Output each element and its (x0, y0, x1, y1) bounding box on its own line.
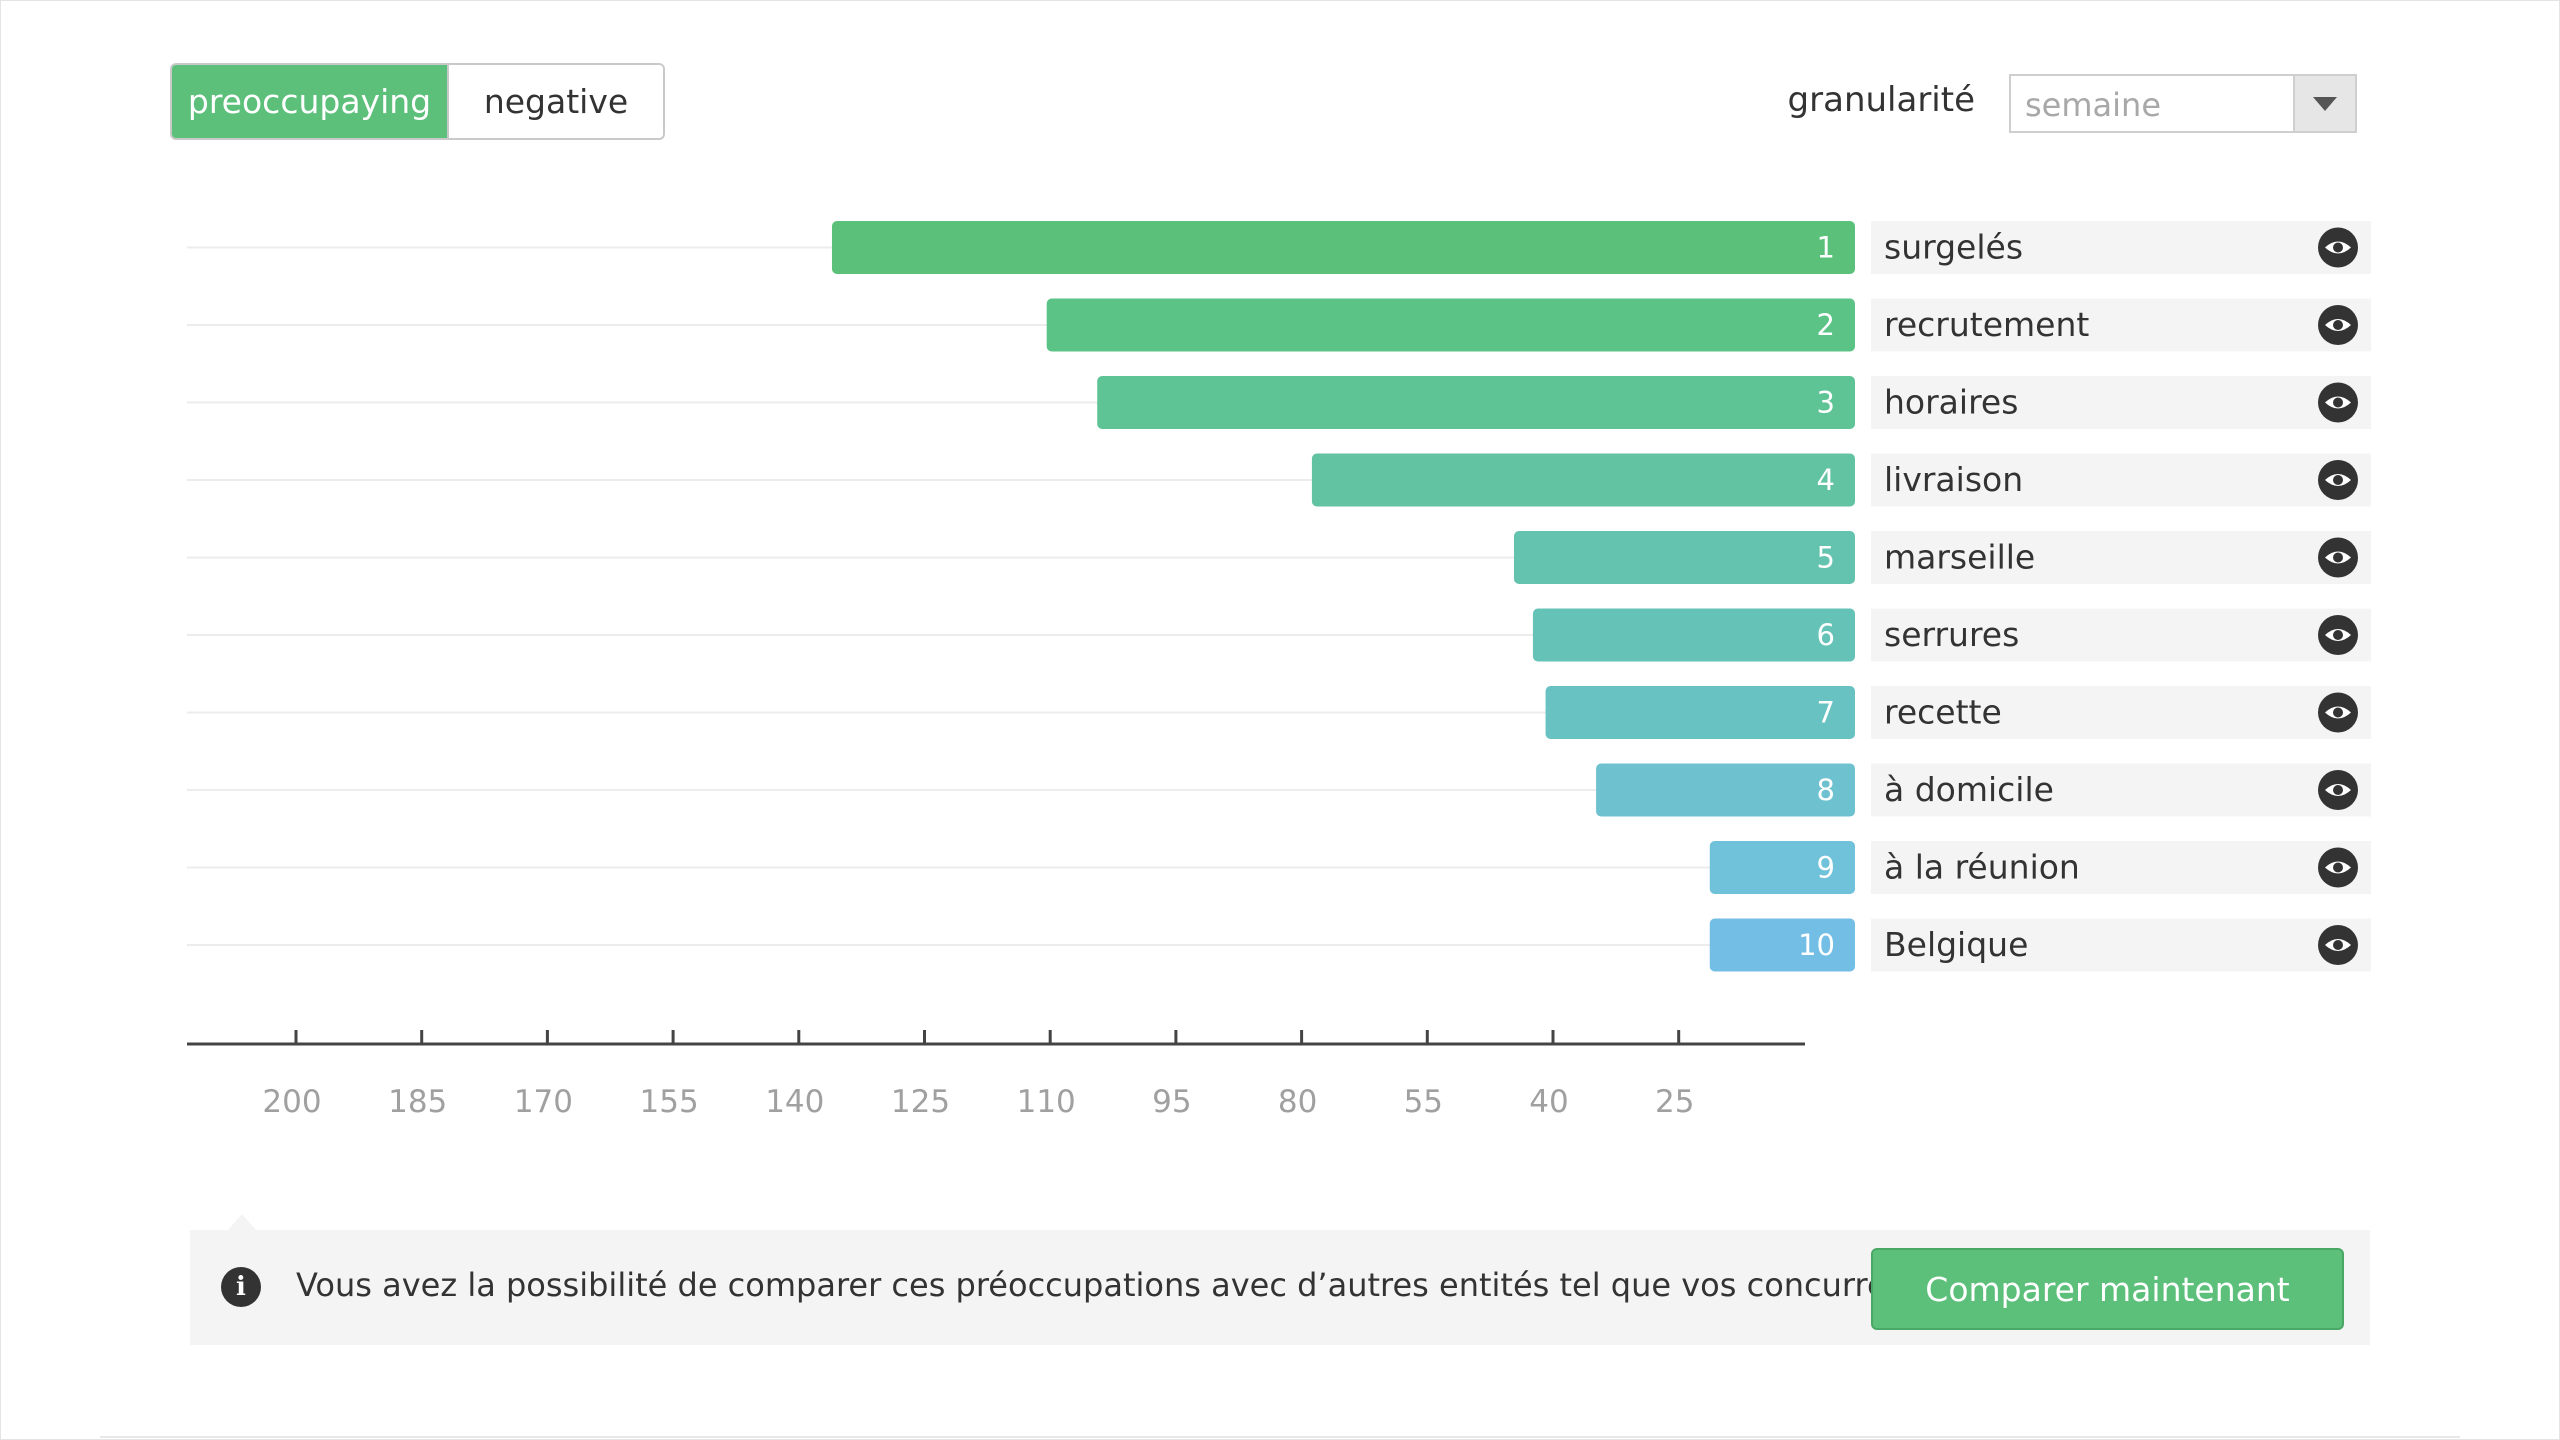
bar-7 (1545, 686, 1855, 739)
category-label-2: recrutement (1884, 305, 2089, 344)
x-tick-label: 110 (1017, 1084, 1076, 1120)
x-tick-label: 200 (262, 1084, 321, 1120)
bar-rank-10: 10 (1798, 928, 1835, 962)
category-row-bg (1871, 298, 2371, 352)
toggle-negative[interactable]: negative (447, 65, 663, 138)
eye-icon[interactable] (2318, 537, 2358, 578)
bar-rank-6: 6 (1817, 618, 1835, 652)
category-label-5: marseille (1884, 538, 2035, 577)
category-row-bg (1871, 918, 2371, 972)
bar-rank-3: 3 (1817, 386, 1835, 420)
eye-icon[interactable] (2318, 925, 2358, 965)
chevron-down-icon (2313, 96, 2337, 111)
eye-icon[interactable] (2318, 615, 2358, 655)
category-row-bg (1871, 453, 2371, 507)
x-tick-label: 170 (514, 1084, 573, 1120)
bar-chart: 1 surgelés 2 recrutement 3 horaires 4 livraison… (187, 221, 2371, 1120)
x-tick-label: 40 (1529, 1084, 1568, 1120)
eye-icon[interactable] (2318, 460, 2358, 500)
x-tick-label: 155 (640, 1084, 699, 1120)
eye-icon[interactable] (2318, 692, 2358, 733)
category-label-7: recette (1884, 693, 2002, 732)
info-text: Vous avez la possibilité de comparer ces… (296, 1266, 1937, 1304)
bar-1 (831, 221, 1855, 274)
bar-9 (1709, 841, 1855, 894)
granularity-value: semaine (2025, 86, 2161, 124)
x-tick-label: 185 (388, 1084, 447, 1120)
eye-icon[interactable] (2318, 305, 2358, 345)
bar-rank-4: 4 (1817, 463, 1835, 497)
category-label-9: à la réunion (1884, 848, 2080, 887)
x-tick-label: 55 (1404, 1084, 1443, 1120)
category-label-3: horaires (1884, 383, 2018, 422)
sentiment-toggle: preoccupaying negative (170, 63, 665, 140)
x-tick-label: 125 (891, 1084, 950, 1120)
granularity-select[interactable]: semaine (2009, 74, 2357, 133)
bar-6 (1532, 608, 1855, 662)
category-row-bg (1871, 763, 2371, 817)
bar-rank-9: 9 (1817, 851, 1835, 885)
category-row-bg (1871, 608, 2371, 662)
bar-rank-1: 1 (1817, 231, 1835, 265)
x-tick-label: 140 (765, 1084, 824, 1120)
granularity-label: granularité (1787, 80, 1975, 120)
category-row-bg (1871, 686, 2371, 739)
category-label-10: Belgique (1884, 925, 2028, 964)
bar-rank-5: 5 (1817, 541, 1835, 575)
category-label-1: surgelés (1884, 228, 2023, 267)
bar-10 (1709, 918, 1855, 972)
toggle-preoccupaying[interactable]: preoccupaying (172, 65, 447, 138)
category-row-bg (1871, 531, 2371, 584)
category-row-bg (1871, 841, 2371, 894)
bar-2 (1046, 298, 1855, 352)
info-notch (228, 1214, 256, 1230)
info-icon: i (221, 1267, 261, 1307)
dropdown-button[interactable] (2293, 76, 2355, 131)
category-row-bg (1871, 221, 2371, 274)
bar-8 (1596, 763, 1855, 817)
category-label-6: serrures (1884, 615, 2019, 654)
eye-icon[interactable] (2318, 382, 2358, 423)
x-tick-label: 95 (1152, 1084, 1191, 1120)
bottom-divider (100, 1436, 2460, 1438)
category-label-4: livraison (1884, 460, 2023, 499)
x-tick-label: 25 (1655, 1084, 1694, 1120)
bar-rank-8: 8 (1817, 773, 1835, 807)
bar-3 (1097, 376, 1855, 429)
bar-4 (1311, 453, 1855, 507)
category-row-bg (1871, 376, 2371, 429)
x-tick-label: 80 (1278, 1084, 1317, 1120)
eye-icon[interactable] (2318, 770, 2358, 810)
bar-rank-7: 7 (1817, 696, 1835, 730)
category-label-8: à domicile (1884, 770, 2054, 809)
bar-rank-2: 2 (1817, 308, 1835, 342)
eye-icon[interactable] (2318, 227, 2358, 268)
eye-icon[interactable] (2318, 847, 2358, 888)
bar-5 (1513, 531, 1855, 584)
compare-now-button[interactable]: Comparer maintenant (1871, 1248, 2344, 1330)
